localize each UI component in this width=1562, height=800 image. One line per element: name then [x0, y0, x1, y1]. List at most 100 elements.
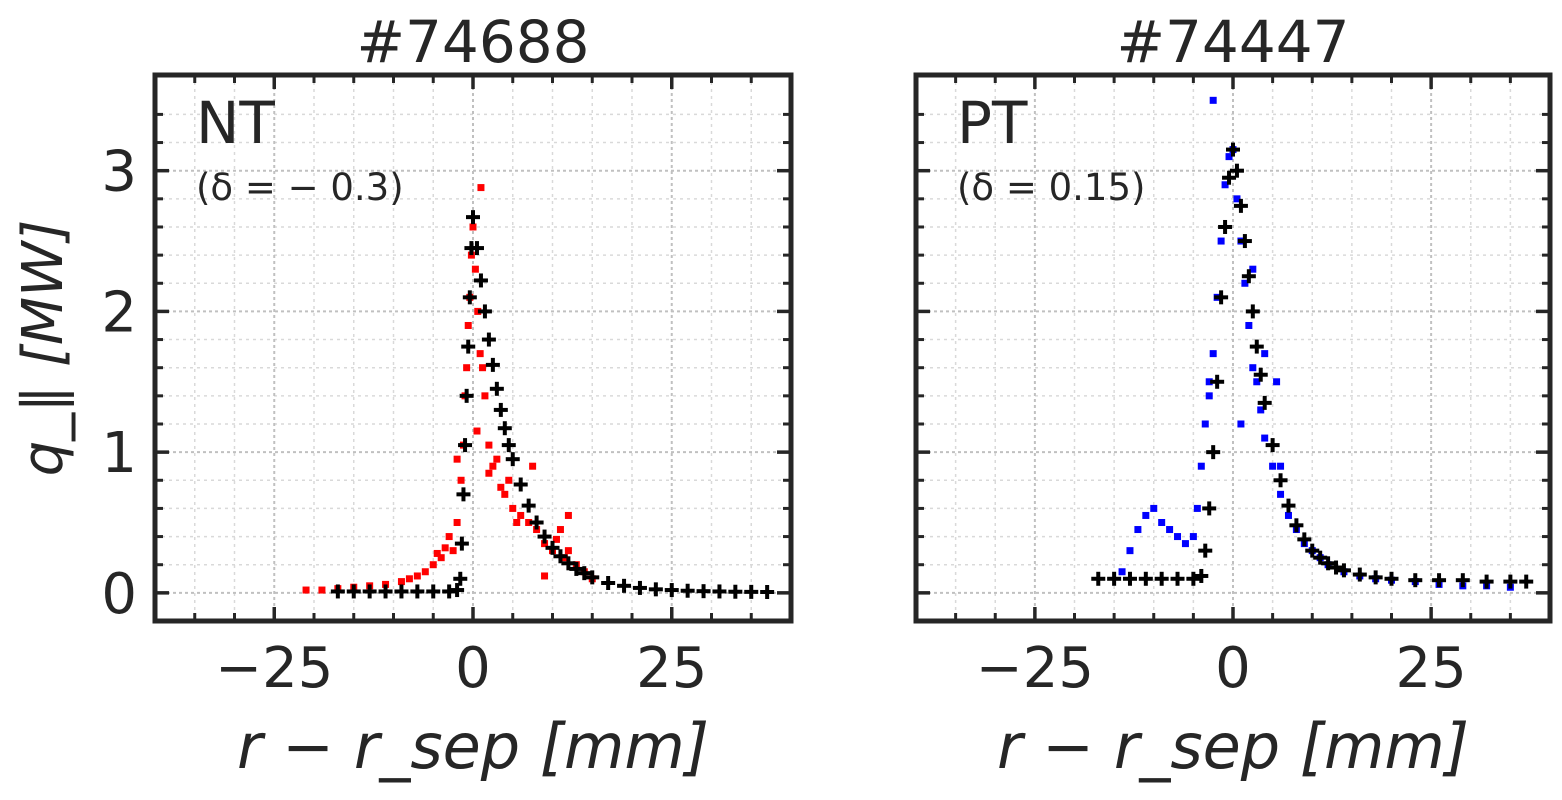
data-point-fit [1253, 367, 1268, 382]
data-point-fit [712, 584, 727, 599]
data-point-fit [1519, 574, 1534, 589]
data-point-fit [760, 585, 775, 600]
axes-frame-left [152, 72, 794, 624]
y-tick-label: 3 [101, 140, 137, 205]
data-point-fit [459, 388, 474, 403]
y-tick-label: 0 [101, 562, 137, 627]
data-point-measured [479, 364, 487, 372]
data-point-fit [585, 570, 600, 585]
grid-right [916, 75, 1550, 622]
x-tick-label: −25 [215, 636, 333, 701]
data-point-fit [1368, 570, 1383, 585]
data-point-measured [1233, 195, 1241, 203]
data-point-fit [1210, 374, 1225, 389]
chart-title-left: #74688 [356, 8, 589, 76]
data-point-measured [445, 533, 453, 541]
data-point-fit [648, 582, 663, 597]
data-point-fit [1222, 170, 1237, 185]
data-point-fit [1202, 501, 1217, 516]
data-point-fit [469, 241, 484, 256]
data-point-fit [1218, 219, 1233, 234]
data-point-measured [1197, 462, 1205, 470]
data-point-measured [1269, 462, 1277, 470]
x-axis-label-left: r − r_sep [mm] [237, 710, 709, 783]
data-point-fit [1138, 571, 1153, 586]
data-point-measured [1249, 265, 1257, 273]
data-point-measured [1237, 420, 1245, 428]
data-point-fit [1249, 339, 1264, 354]
data-point-measured [474, 307, 482, 315]
data-point-fit [744, 584, 759, 599]
data-point-fit [1198, 543, 1213, 558]
data-point-fit [378, 584, 393, 599]
data-point-measured [382, 580, 390, 588]
data-point-fit [1384, 571, 1399, 586]
data-point-fit [1273, 473, 1288, 488]
data-point-fit [362, 584, 377, 599]
data-point-measured [1201, 420, 1209, 428]
data-point-fit [462, 290, 477, 305]
data-point-fit [545, 540, 560, 555]
data-point-measured [541, 572, 549, 580]
data-point-measured [1193, 504, 1201, 512]
data-point-measured [481, 392, 489, 400]
data-point-fit [617, 578, 632, 593]
data-point-measured [485, 469, 493, 477]
data-point-fit [569, 561, 584, 576]
data-point-fit [1455, 573, 1470, 588]
x-tick-label: 25 [1395, 636, 1466, 701]
data-point-fit [481, 332, 496, 347]
y-tick-label: 2 [101, 280, 137, 345]
data-point-measured [457, 476, 465, 484]
data-point-measured [405, 575, 413, 583]
data-point-fit [696, 584, 711, 599]
data-point-fit [330, 584, 345, 599]
data-point-measured [467, 251, 475, 259]
data-point-measured [413, 572, 421, 580]
annotation-delta-left: (δ = − 0.3) [196, 166, 404, 209]
data-point-fit [513, 477, 528, 492]
data-point-fit [505, 452, 520, 467]
data-point-measured [1142, 511, 1150, 519]
data-point-measured [1205, 392, 1213, 400]
data-point-fit [501, 438, 516, 453]
data-point-measured [1261, 350, 1269, 358]
data-point-measured [476, 350, 484, 358]
data-point-fit [456, 487, 471, 502]
data-point-measured [477, 184, 485, 192]
data-point-measured [564, 511, 572, 519]
data-point-fit [680, 583, 695, 598]
data-point-fit [632, 580, 647, 595]
data-point-measured [1134, 526, 1142, 534]
axes-frame-right [913, 72, 1553, 624]
marks-right [1091, 96, 1534, 591]
data-point-measured [1284, 511, 1292, 519]
data-point-measured [1273, 378, 1281, 386]
data-point-measured [1181, 540, 1189, 548]
grid-left [155, 75, 791, 622]
data-point-fit [664, 583, 679, 598]
data-point-measured [501, 490, 509, 498]
data-point-measured [463, 364, 471, 372]
data-point-measured [464, 321, 472, 329]
data-point-fit [458, 438, 473, 453]
data-point-measured [1126, 547, 1134, 555]
data-point-fit [1241, 269, 1256, 284]
data-point-fit [1245, 304, 1260, 319]
data-point-fit [728, 584, 743, 599]
data-point-measured [533, 526, 541, 534]
data-point-fit [489, 381, 504, 396]
data-point-fit [473, 273, 488, 288]
data-point-measured [318, 586, 326, 594]
data-point-fit [1408, 573, 1423, 588]
y-tick-label: 1 [101, 421, 137, 486]
data-point-measured [1261, 434, 1269, 442]
data-point-fit [1206, 445, 1221, 460]
data-point-fit [521, 498, 536, 513]
x-tick-label: −25 [976, 636, 1094, 701]
data-point-measured [1205, 378, 1213, 386]
data-point-measured [1249, 364, 1257, 372]
data-point-measured [1174, 533, 1182, 541]
panel-right: −25 0 25 #74447 PT (δ = 0.15) r − r_sep [m… [913, 8, 1553, 783]
